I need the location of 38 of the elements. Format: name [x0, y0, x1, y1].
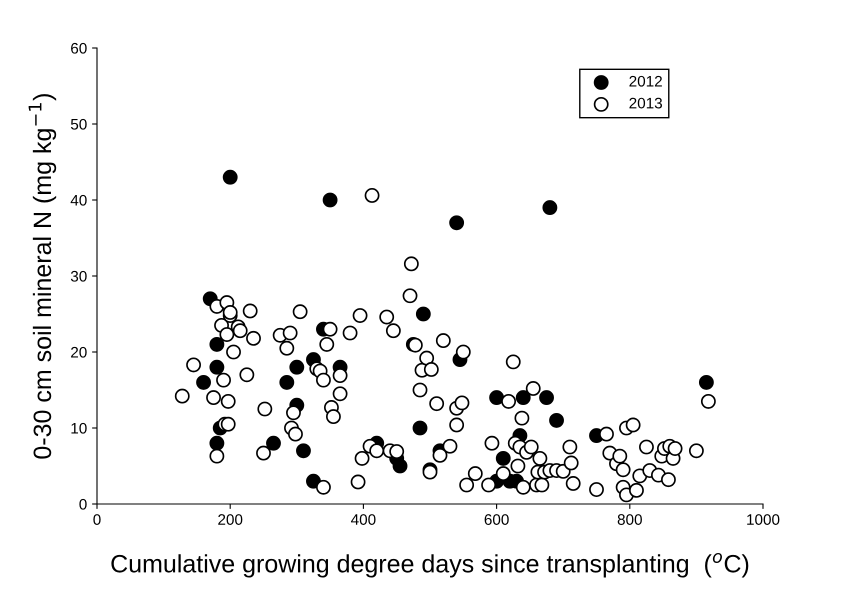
x-tick-label: 400 [351, 514, 376, 525]
y-axis-title: 0-30 cm soil mineral N (mg kg$^{−1}$) [28, 94, 56, 459]
point [539, 390, 554, 406]
point [279, 374, 294, 390]
x-axis-title: Cumulative growing degree days since transplanting ($^{o}$C) [111, 552, 748, 578]
y-tick-label: 50 [70, 118, 87, 130]
point [392, 458, 408, 474]
point [289, 360, 304, 375]
point [266, 436, 281, 451]
legend-label: 2012 [629, 76, 662, 87]
point [516, 390, 531, 406]
x-tick-label: 600 [484, 514, 509, 525]
y-tick-label: 60 [71, 42, 87, 54]
point [412, 420, 428, 436]
point [196, 374, 211, 390]
y-tick-label: 30 [70, 270, 87, 282]
point [449, 215, 464, 230]
point [549, 412, 564, 428]
point [209, 336, 224, 352]
y-tick-label: 10 [71, 422, 87, 434]
point [416, 306, 431, 322]
point [496, 450, 511, 466]
legend-label: 2013 [629, 98, 662, 109]
x-tick-label: 800 [618, 514, 642, 525]
y-tick-label: 0 [79, 498, 87, 510]
point [698, 374, 714, 390]
point [542, 200, 558, 216]
point [222, 170, 238, 185]
x-tick-label: 1000 [747, 514, 780, 525]
point [489, 390, 504, 406]
point [209, 360, 224, 375]
x-tick-label: 200 [218, 514, 242, 525]
point [209, 436, 224, 451]
y-tick-label: 40 [70, 194, 87, 206]
point [322, 192, 338, 208]
y-tick-label: 20 [71, 346, 87, 358]
point [296, 443, 311, 458]
x-tick-label: 0 [93, 514, 101, 525]
